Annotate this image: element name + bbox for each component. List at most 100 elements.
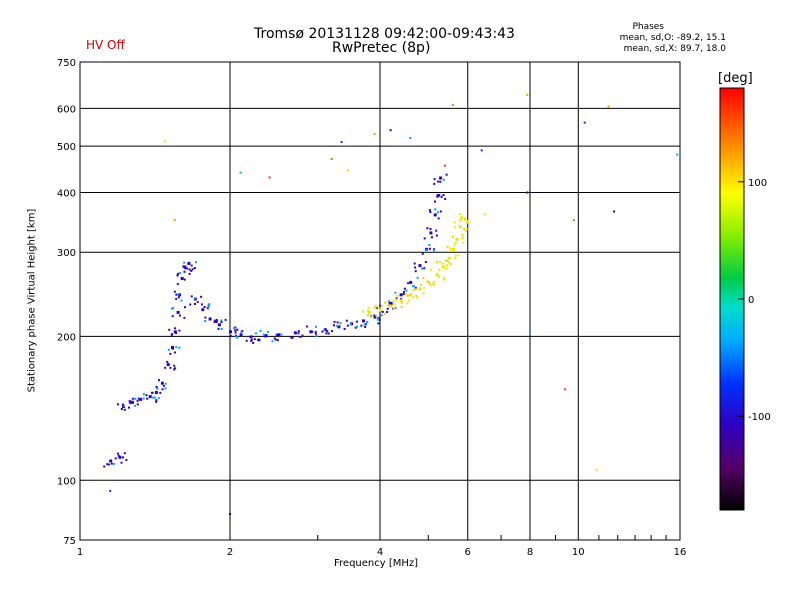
data-point (293, 331, 297, 335)
data-point-echo (366, 321, 369, 323)
data-point (460, 216, 464, 220)
x-tick-label: 8 (527, 547, 533, 558)
data-point (173, 330, 177, 334)
data-point-echo (187, 262, 190, 265)
data-point-echo (323, 329, 326, 332)
data-point (109, 489, 112, 492)
data-point (399, 293, 403, 297)
y-tick-label: 500 (57, 142, 76, 153)
data-point-echo (370, 314, 373, 317)
data-point-echo (377, 317, 379, 320)
y-tick-label: 100 (57, 476, 76, 487)
data-point (436, 194, 440, 198)
data-point-echo (217, 327, 220, 330)
data-point-echo (234, 326, 237, 329)
data-point (160, 381, 164, 385)
data-point-echo (179, 314, 181, 317)
data-point-echo (152, 396, 155, 399)
data-point (166, 363, 170, 367)
data-point-echo (274, 338, 277, 341)
data-point-echo (431, 236, 433, 239)
data-point-echo (415, 294, 418, 297)
hv-status: HV Off (86, 38, 125, 52)
data-point-echo (250, 338, 253, 341)
data-point-echo (271, 340, 274, 343)
data-point (201, 308, 205, 312)
data-point (217, 323, 221, 327)
data-point-echo (439, 210, 442, 213)
data-point-echo (230, 335, 232, 338)
data-point-echo (193, 267, 196, 269)
data-point-echo (156, 387, 159, 390)
data-point-echo (280, 333, 283, 336)
data-point-echo (421, 267, 424, 270)
data-point-echo (161, 388, 164, 391)
data-point-echo (183, 316, 186, 319)
data-point-echo (172, 307, 175, 309)
colorbar-tick-label: 100 (748, 178, 767, 189)
data-point-echo (386, 307, 389, 310)
data-point-echo (220, 321, 223, 323)
data-point-echo (110, 462, 113, 465)
data-point-echo (196, 301, 199, 304)
data-point-echo (424, 261, 427, 263)
data-point-echo (339, 322, 342, 325)
data-point-echo (356, 325, 359, 328)
data-point-echo (374, 306, 377, 309)
data-point-echo (367, 314, 369, 317)
data-point-echo (136, 403, 139, 406)
data-point-echo (220, 328, 223, 330)
data-point-echo (154, 396, 157, 399)
data-point-echo (435, 229, 438, 232)
data-point-echo (413, 285, 416, 288)
phase-stats-x: mean, sd,X: 89.7, 18.0 (623, 44, 726, 54)
data-point-echo (291, 336, 294, 339)
data-point-echo (137, 397, 140, 400)
data-point-echo (128, 406, 130, 409)
data-point-echo (315, 325, 317, 328)
data-point-echo (384, 313, 387, 315)
data-point-echo (402, 293, 405, 296)
data-point-echo (447, 261, 450, 263)
data-point-echo (437, 217, 440, 220)
data-point-echo (464, 230, 467, 233)
data-point-echo (390, 303, 393, 306)
data-point-echo (171, 333, 174, 336)
data-point (439, 176, 443, 180)
data-point-echo (379, 310, 382, 312)
data-point-echo (326, 330, 329, 333)
data-point-echo (433, 280, 435, 283)
data-point-echo (446, 259, 448, 262)
data-point-echo (336, 321, 339, 324)
data-point-echo (369, 316, 372, 319)
data-point-echo (236, 328, 239, 331)
data-point (563, 388, 566, 391)
data-point-echo (384, 300, 387, 303)
data-point-echo (273, 337, 276, 340)
data-point-echo (106, 463, 109, 466)
data-point (109, 459, 113, 463)
data-point-echo (174, 367, 177, 370)
data-point-echo (146, 397, 149, 400)
data-point-echo (175, 293, 178, 296)
data-point-echo (306, 325, 309, 328)
data-point-echo (178, 329, 181, 332)
data-point-echo (297, 332, 300, 335)
data-point-echo (177, 293, 180, 296)
data-point-echo (379, 304, 382, 307)
data-point-echo (454, 254, 457, 257)
data-point (347, 169, 349, 172)
data-point-echo (314, 332, 317, 335)
data-point-echo (207, 305, 210, 308)
colorbar-tick-label: -100 (748, 412, 771, 423)
data-point-echo (233, 327, 236, 330)
data-point-echo (363, 323, 366, 326)
data-point-echo (377, 318, 380, 321)
data-point-echo (364, 326, 367, 328)
data-point-echo (164, 366, 167, 369)
data-point-echo (438, 194, 441, 196)
data-point (595, 469, 598, 472)
data-point-echo (429, 268, 432, 271)
data-point (163, 140, 166, 143)
data-point (451, 103, 454, 106)
